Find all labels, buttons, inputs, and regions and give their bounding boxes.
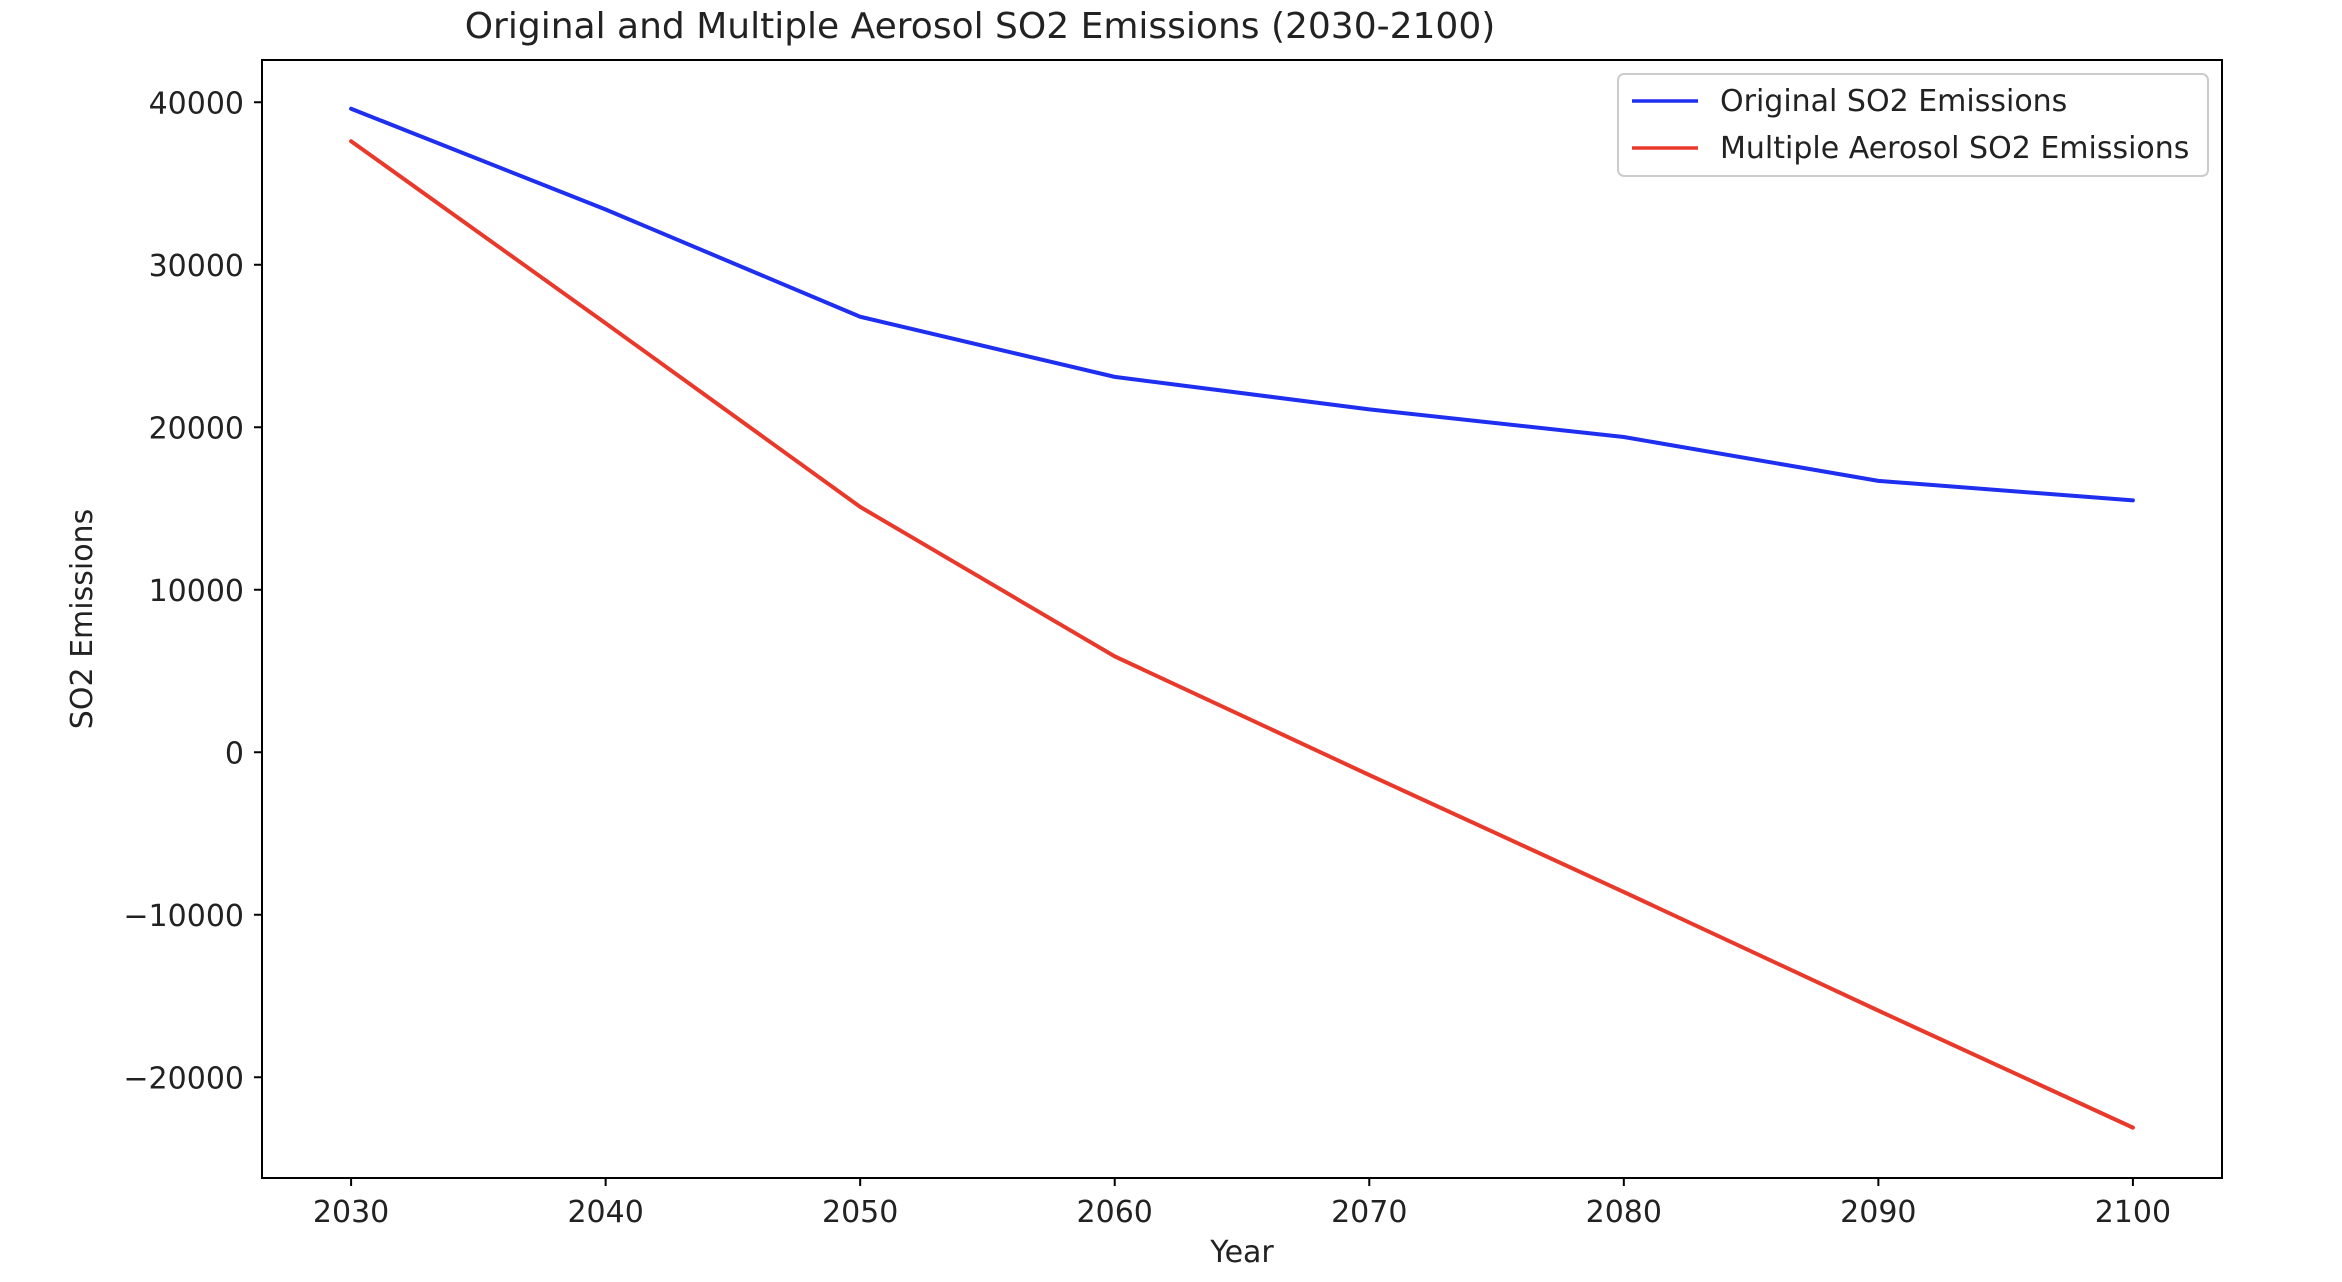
- y-axis-label: SO2 Emissions: [65, 509, 100, 729]
- x-tick-label: 2080: [1586, 1195, 1662, 1230]
- chart-title: Original and Multiple Aerosol SO2 Emissi…: [465, 6, 1496, 47]
- x-tick-label: 2050: [822, 1195, 898, 1230]
- plot-frame: [261, 59, 2223, 1179]
- series-line-multiple-aerosol: [349, 139, 2135, 1130]
- y-tick-label: 30000: [149, 249, 244, 284]
- series-line-original: [349, 106, 2135, 503]
- x-tick-label: 2070: [1331, 1195, 1407, 1230]
- y-tick-label: 10000: [149, 574, 244, 609]
- x-tick-label: 2030: [313, 1195, 389, 1230]
- y-tick-label: 0: [225, 736, 244, 771]
- legend-box: [1617, 73, 2209, 177]
- y-tick-label: −10000: [123, 899, 244, 934]
- x-axis-label: Year: [1209, 1235, 1274, 1270]
- plot-area: [261, 59, 2223, 1179]
- legend: Original SO2 Emissions Multiple Aerosol …: [1617, 73, 2209, 177]
- y-axis: 40000 30000 20000 10000 0 −10000 −20000: [123, 86, 262, 1096]
- y-tick-label: −20000: [123, 1061, 244, 1096]
- x-tick-label: 2040: [567, 1195, 643, 1230]
- y-tick-label: 20000: [149, 411, 244, 446]
- x-tick-label: 2100: [2095, 1195, 2171, 1230]
- series-group: [349, 106, 2135, 1130]
- x-tick-label: 2060: [1077, 1195, 1153, 1230]
- x-tick-label: 2090: [1840, 1195, 1916, 1230]
- legend-label-multiple-aerosol: Multiple Aerosol SO2 Emissions: [1720, 131, 2189, 166]
- legend-label-original: Original SO2 Emissions: [1720, 84, 2067, 119]
- x-axis: 2030 2040 2050 2060 2070 2080 2090 2100: [313, 1178, 2171, 1230]
- y-tick-label: 40000: [149, 86, 244, 121]
